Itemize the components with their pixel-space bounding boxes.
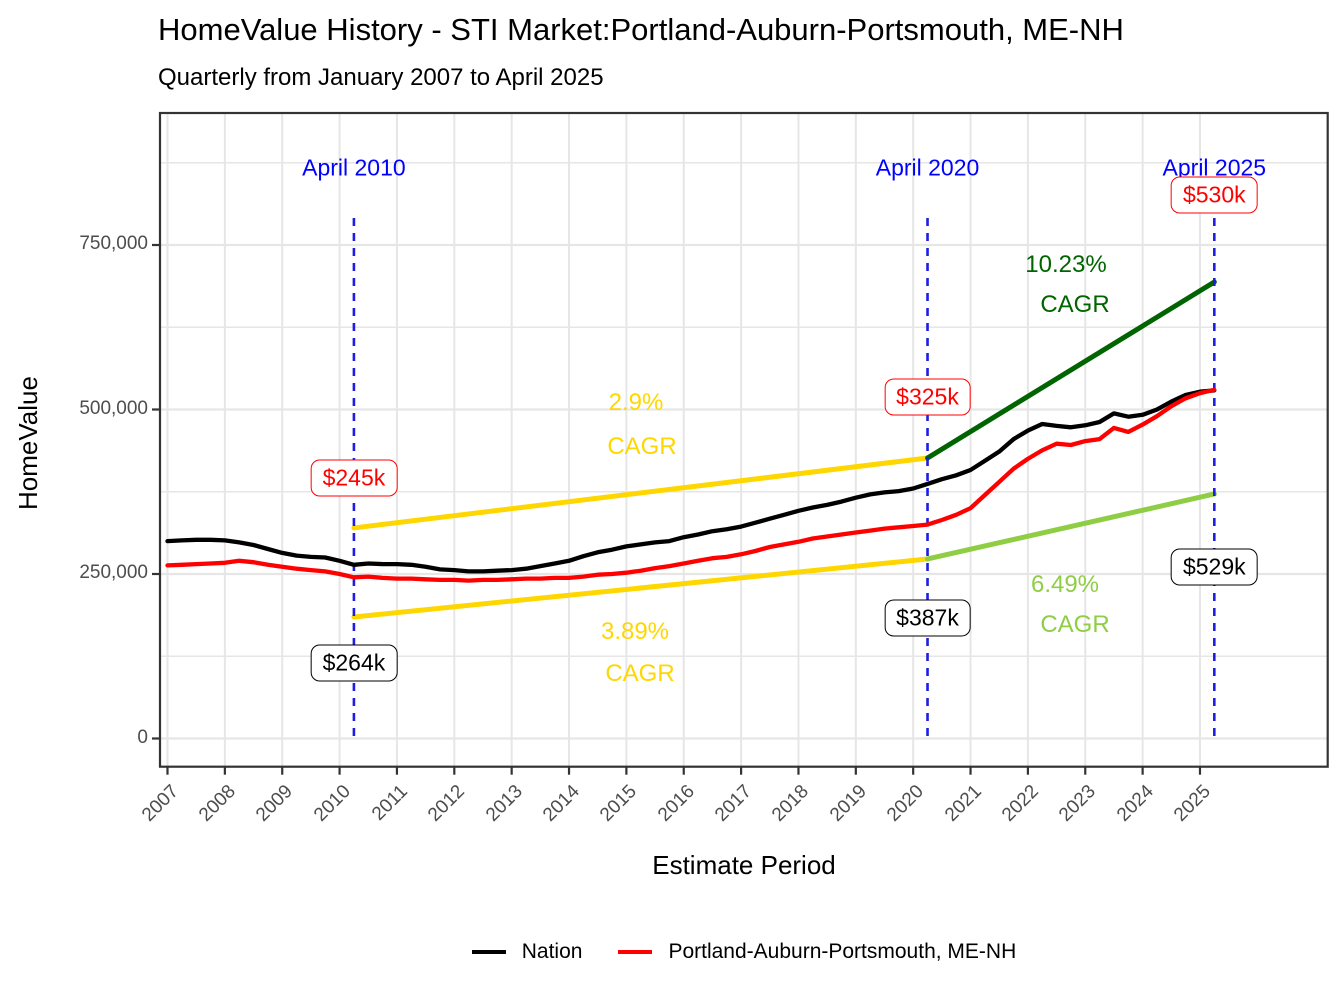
y-tick-label: 750,000	[79, 233, 148, 254]
cagr-word-market-2010-2020: CAGR	[607, 433, 677, 460]
legend-label: Nation	[521, 940, 583, 963]
legend-item-market: Portland-Auburn-Portsmouth, ME-NH	[618, 940, 1016, 964]
cagr-rate-market-2010-2020: 2.9%	[608, 389, 664, 416]
event-title-april-2010: April 2010	[302, 154, 406, 181]
y-axis-title: HomeValue	[13, 376, 43, 510]
cagr-rate-nation-2010-2020: 3.89%	[600, 618, 670, 645]
cagr-word-nation-2010-2020: CAGR	[605, 660, 675, 687]
x-axis-title: Estimate Period	[652, 850, 836, 880]
cagr-line-market-2010-2020	[351, 455, 931, 531]
market-value-label-april-2020: $325k	[884, 378, 971, 416]
event-title-april-2020: April 2020	[875, 154, 980, 181]
cagr-word-market-2020-2025: CAGR	[1040, 291, 1110, 318]
market-value-label-april-2010: $245k	[310, 459, 398, 497]
panel-border	[158, 111, 1329, 768]
nation-series-line	[165, 388, 1217, 574]
cagr-line-nation-2020-2025	[925, 491, 1217, 562]
y-tick-label: 250,000	[79, 562, 148, 583]
nation-value-label-april-2010: $264k	[310, 644, 398, 682]
legend-line-swatch	[471, 949, 506, 955]
cagr-line-market-2020-2025	[925, 279, 1217, 461]
legend-line-swatch	[618, 949, 653, 955]
y-tick-label: 0	[137, 726, 148, 748]
legend-item-nation: Nation	[471, 940, 583, 964]
cagr-word-nation-2020-2025: CAGR	[1040, 611, 1110, 638]
nation-value-label-april-2025: $529k	[1170, 548, 1258, 586]
nation-value-label-april-2020: $387k	[884, 599, 971, 637]
legend-label: Portland-Auburn-Portsmouth, ME-NH	[668, 940, 1017, 963]
event-title-april-2025: April 2025	[1162, 154, 1267, 181]
legend: Nation Portland-Auburn-Portsmouth, ME-NH	[160, 940, 1328, 964]
cagr-line-nation-2010-2020	[351, 556, 931, 620]
page-subtitle: Quarterly from January 2007 to April 202…	[158, 64, 604, 91]
market-value-label-april-2025: $530k	[1170, 176, 1258, 214]
cagr-rate-market-2020-2025: 10.23%	[1025, 251, 1107, 278]
y-tick-label: 500,000	[79, 397, 148, 419]
cagr-rate-nation-2020-2025: 6.49%	[1030, 571, 1100, 598]
market-series-line	[165, 387, 1217, 583]
page-title: HomeValue History - STI Market:Portland-…	[158, 12, 1124, 47]
